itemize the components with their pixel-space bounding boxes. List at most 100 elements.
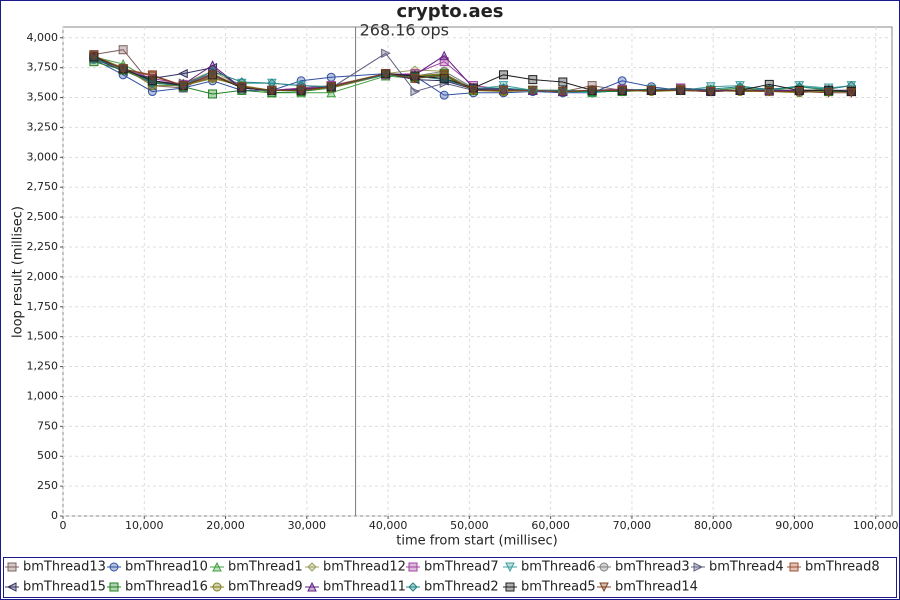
y-tick-label: 4,000	[27, 31, 59, 44]
y-tick-label: 2,000	[27, 270, 59, 283]
legend-label: bmThread16	[125, 580, 208, 595]
y-tick-label: 1,000	[27, 389, 59, 402]
marker	[558, 77, 568, 87]
marker	[307, 562, 317, 572]
series-line	[93, 57, 852, 94]
marker	[267, 85, 277, 96]
y-tick-label: 1,500	[27, 330, 59, 343]
x-tick-label: 20,000	[206, 519, 245, 532]
marker	[794, 85, 804, 95]
legend-label: bmThread15	[23, 580, 106, 595]
marker	[468, 83, 478, 93]
marker	[599, 582, 609, 593]
x-tick-label: 10,000	[125, 519, 164, 532]
y-tick-label: 1,250	[27, 360, 59, 373]
legend-label: bmThread3	[615, 560, 690, 575]
annotation-label: 268.16 ops	[360, 21, 449, 40]
legend-label: bmThread8	[805, 560, 880, 575]
marker	[735, 85, 745, 96]
marker	[89, 52, 99, 62]
y-tick-label: 3,250	[27, 120, 59, 133]
legend-label: bmThread10	[125, 560, 208, 575]
plot-area	[62, 26, 893, 517]
marker	[617, 76, 627, 86]
y-tick-label: 3,750	[27, 61, 59, 74]
marker	[439, 90, 449, 100]
marker	[439, 70, 449, 80]
series-line	[93, 58, 852, 93]
marker	[6, 582, 17, 592]
marker	[558, 87, 568, 97]
legend-label: bmThread4	[709, 560, 784, 575]
y-tick-label: 1,750	[27, 300, 59, 313]
y-tick-label: 3,000	[27, 150, 59, 163]
marker	[789, 562, 799, 572]
marker	[499, 70, 509, 80]
marker	[212, 561, 222, 572]
marker	[380, 69, 391, 79]
marker	[296, 85, 306, 96]
marker	[410, 73, 420, 84]
marker	[147, 81, 157, 91]
x-tick-label: 0	[60, 519, 67, 532]
marker	[505, 562, 515, 573]
marker	[794, 87, 805, 97]
marker	[705, 87, 716, 97]
marker	[147, 71, 158, 82]
x-tick-label: 40,000	[369, 519, 408, 532]
legend-label: bmThread5	[521, 580, 596, 595]
marker	[7, 562, 17, 572]
y-tick-label: 2,250	[27, 240, 59, 253]
x-axis-title: time from start (millisec)	[396, 534, 557, 549]
y-tick-label: 0	[51, 509, 58, 522]
marker	[527, 85, 538, 96]
marker	[89, 51, 99, 61]
marker	[846, 88, 857, 98]
marker	[498, 85, 509, 96]
marker	[267, 78, 277, 88]
marker	[118, 64, 128, 74]
y-tick-label: 250	[37, 479, 58, 492]
marker	[675, 85, 686, 96]
marker	[326, 87, 337, 98]
legend-label: bmThread13	[23, 560, 106, 575]
marker	[118, 45, 128, 55]
x-tick-label: 60,000	[531, 519, 570, 532]
legend-label: bmThread6	[521, 560, 596, 575]
x-tick-label: 70,000	[613, 519, 652, 532]
chart-title: crypto.aes	[396, 1, 503, 22]
y-tick-label: 3,500	[27, 91, 59, 104]
y-tick-label: 2,500	[27, 210, 59, 223]
marker	[468, 85, 479, 96]
legend-label: bmThread9	[228, 580, 303, 595]
marker	[823, 88, 834, 98]
marker	[207, 60, 218, 70]
marker	[846, 87, 856, 97]
y-axis-title: loop result (millisec)	[11, 206, 26, 338]
marker	[236, 82, 247, 92]
marker	[207, 70, 218, 80]
marker	[307, 581, 317, 592]
marker	[109, 562, 119, 572]
legend-label: bmThread7	[424, 560, 499, 575]
marker	[824, 85, 834, 95]
marker	[208, 89, 218, 99]
marker	[109, 582, 119, 592]
marker	[439, 50, 449, 61]
y-tick-label: 750	[37, 419, 58, 432]
x-tick-label: 80,000	[694, 519, 733, 532]
marker	[408, 582, 418, 592]
legend-label: bmThread1	[228, 560, 303, 575]
marker	[326, 82, 337, 92]
x-tick-label: 100,000	[853, 519, 899, 532]
marker	[693, 562, 704, 572]
marker	[587, 85, 597, 96]
marker	[381, 48, 391, 59]
marker	[410, 71, 420, 81]
marker	[617, 85, 627, 96]
x-tick-label: 30,000	[288, 519, 327, 532]
marker	[408, 562, 418, 572]
marker	[646, 85, 657, 96]
marker	[599, 562, 609, 572]
